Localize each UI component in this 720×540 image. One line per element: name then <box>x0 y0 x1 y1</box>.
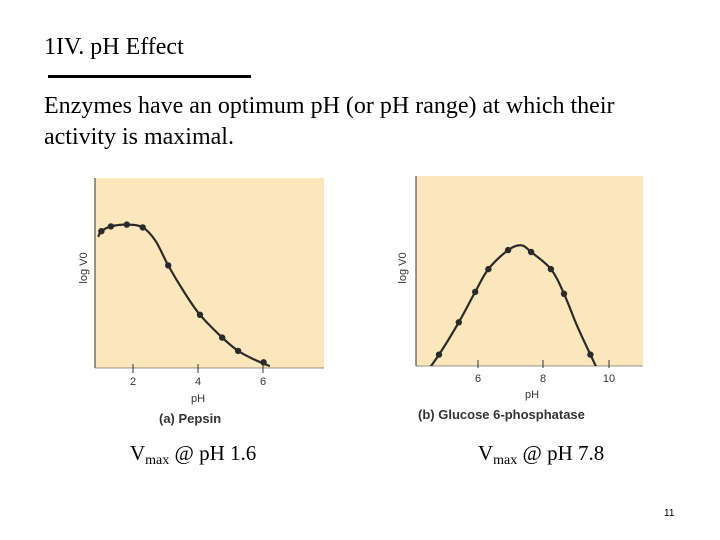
pepsin-data-point <box>123 221 130 228</box>
glucose6p-data-point <box>560 290 568 297</box>
pepsin-data-point <box>165 262 172 269</box>
pepsin-data-points <box>98 221 267 366</box>
glucose6p-chart-title: Glucose 6-phosphatase <box>438 407 585 422</box>
vmax-subscript: max <box>145 453 170 468</box>
page-number: 11 <box>664 508 675 519</box>
pepsin-data-point <box>107 223 115 230</box>
vmax-value: @ pH 7.8 <box>517 441 605 465</box>
vmax-value: @ pH 1.6 <box>169 441 257 465</box>
title-underline <box>48 75 251 78</box>
glucose6p-data-point <box>504 246 512 254</box>
pepsin-x-axis-label: pH <box>191 393 205 405</box>
glucose6p-data-point <box>435 351 443 358</box>
pepsin-vmax-caption: Vmax @ pH 1.6 <box>130 440 256 470</box>
glucose6p-x-axis-label: pH <box>525 389 539 401</box>
glucose6p-plot-background <box>416 176 643 366</box>
slide-title: 1IV. pH Effect <box>44 34 184 60</box>
glucose6p-panel-label: (b) Glucose 6-phosphatase <box>418 407 585 422</box>
pepsin-panel-label: (a) Pepsin <box>159 411 221 426</box>
glucose6p-panel-letter: (b) <box>418 407 435 422</box>
pepsin-x-tick-label: 4 <box>195 376 201 388</box>
intro-text: Enzymes have an optimum pH (or pH range)… <box>44 93 615 150</box>
vmax-symbol: V <box>478 441 494 465</box>
pepsin-data-point <box>196 311 204 318</box>
glucose6p-x-tick-labels: 6 8 10 <box>475 373 615 385</box>
vmax-subscript: max <box>493 453 518 468</box>
glucose6p-x-ticks <box>477 360 610 368</box>
glucose6p-data-point <box>485 265 492 273</box>
pepsin-data-point <box>219 334 226 341</box>
glucose6p-x-tick-label: 6 <box>475 373 481 385</box>
glucose6p-data-point <box>527 248 535 256</box>
pepsin-data-point <box>98 228 105 235</box>
pepsin-data-point <box>260 359 267 366</box>
glucose6p-x-tick-label: 8 <box>540 373 546 385</box>
glucose6p-x-tick-label: 10 <box>603 373 615 385</box>
glucose6p-vmax-caption: Vmax @ pH 7.8 <box>478 440 604 470</box>
glucose6p-data-point <box>587 351 594 358</box>
pepsin-panel-letter: (a) <box>159 411 175 426</box>
glucose6p-data-points <box>435 246 594 358</box>
pepsin-x-ticks <box>132 364 264 373</box>
pepsin-y-axis-label: log V0 <box>78 252 90 283</box>
pepsin-plot-background <box>95 178 324 368</box>
glucose6p-data-point <box>547 265 555 273</box>
pepsin-data-point <box>139 224 146 231</box>
pepsin-chart: 2 4 6 pH log V0 (a) Pepsin <box>78 178 324 426</box>
glucose6p-chart: 6 8 10 pH log V0 (b) Glucose 6-phosphata… <box>397 176 643 422</box>
glucose6p-y-axis-label: log V0 <box>397 252 409 283</box>
pepsin-x-tick-labels: 2 4 6 <box>130 376 266 388</box>
pepsin-chart-title: Pepsin <box>179 411 222 426</box>
pepsin-data-point <box>234 347 242 355</box>
vmax-symbol: V <box>130 441 146 465</box>
glucose6p-data-point <box>472 288 479 296</box>
pepsin-x-tick-label: 2 <box>130 376 136 388</box>
pepsin-x-tick-label: 6 <box>260 376 266 388</box>
glucose6p-data-point <box>455 319 462 326</box>
